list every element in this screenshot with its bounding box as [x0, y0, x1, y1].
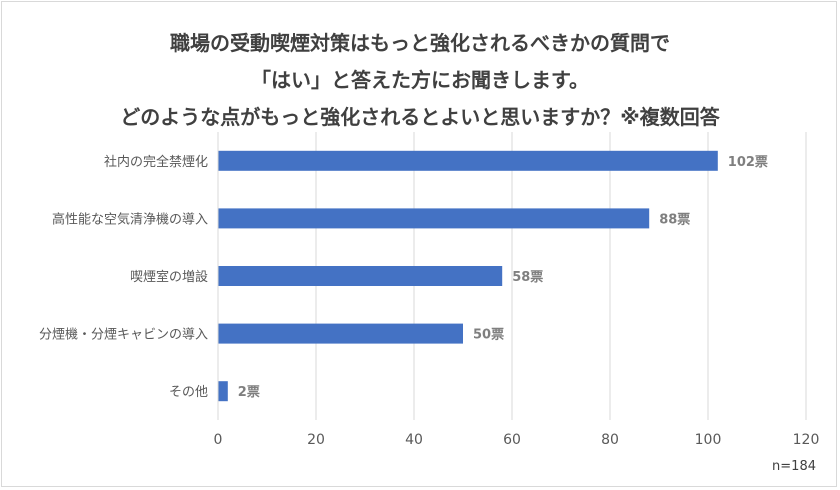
category-label: その他	[169, 385, 208, 400]
category-label: 分煙機・分煙キャビンの導入	[39, 328, 208, 343]
bar-3	[218, 323, 463, 344]
x-tick-label: 0	[214, 432, 223, 448]
x-tick-label: 60	[503, 432, 521, 448]
x-tick-label: 100	[695, 432, 722, 448]
x-tick-label: 80	[601, 432, 619, 448]
bar-4	[218, 381, 228, 402]
x-tick-label: 120	[793, 432, 820, 448]
data-label: 58票	[512, 269, 543, 285]
category-label: 喫煙室の増設	[130, 269, 208, 285]
bar-2	[218, 266, 503, 286]
chart-title-line-1: 職場の受動喫煙対策はもっと強化されるべきかの質問で	[170, 31, 670, 55]
chart-title-line-2: 「はい」と答えた方にお聞きします。	[251, 68, 589, 92]
x-tick-label: 40	[405, 432, 423, 448]
chart-title-line-3: どのような点がもっと強化されるとよいと思いますか？※複数回答	[120, 105, 720, 129]
data-label: 50票	[473, 327, 504, 343]
x-tick-label: 20	[307, 432, 325, 448]
data-label: 102票	[728, 154, 768, 170]
bar-0	[218, 150, 718, 171]
bar-1	[218, 208, 650, 229]
data-label: 2票	[238, 384, 260, 400]
data-label: 88票	[659, 211, 690, 227]
category-label: 高性能な空気清浄機の導入	[52, 211, 208, 227]
category-label: 社内の完全禁煙化	[104, 154, 208, 170]
sample-size-note: n=184	[772, 459, 816, 474]
